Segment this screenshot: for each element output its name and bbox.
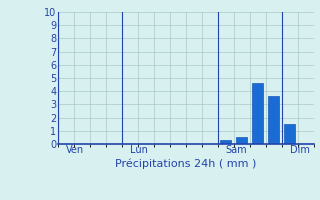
Bar: [220, 140, 231, 144]
Bar: [236, 137, 247, 144]
Bar: [252, 83, 263, 144]
Bar: [284, 124, 295, 144]
Bar: [268, 96, 279, 144]
X-axis label: Précipitations 24h ( mm ): Précipitations 24h ( mm ): [115, 158, 256, 169]
